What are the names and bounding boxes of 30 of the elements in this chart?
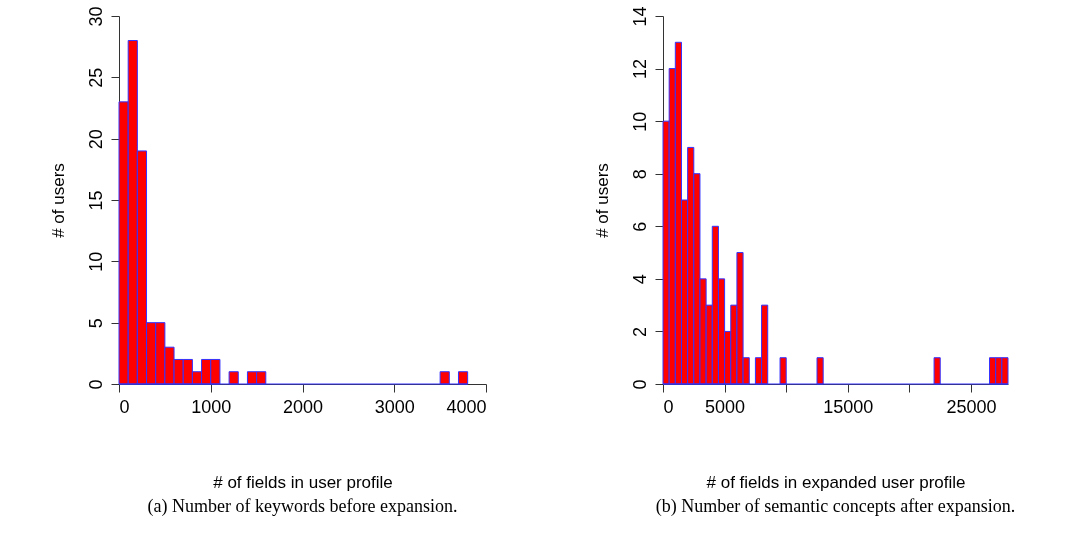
y-tick-label: 30 bbox=[85, 6, 106, 27]
x-tick-label: 4000 bbox=[446, 396, 487, 417]
y-tick-label: 14 bbox=[629, 6, 650, 27]
x-tick-label: 0 bbox=[119, 396, 130, 417]
y-tick-label: 10 bbox=[629, 111, 650, 132]
x-tick-label: 1000 bbox=[191, 396, 232, 417]
y-tick-label: 12 bbox=[629, 59, 650, 80]
text: (b) Number of semantic concepts after expansion. bbox=[655, 496, 1016, 517]
y-tick-label: 0 bbox=[85, 379, 106, 390]
y-tick-label: 20 bbox=[85, 129, 106, 150]
x-axis-title: # of fields in expanded user profile bbox=[706, 472, 966, 492]
y-tick-label: 4 bbox=[629, 274, 650, 285]
x-tick-label: 15000 bbox=[823, 396, 874, 417]
y-tick-label: 6 bbox=[629, 221, 650, 232]
x-axis-title: # of fields in user profile bbox=[213, 472, 393, 492]
y-tick-label: 8 bbox=[629, 169, 650, 180]
y-axis-title: # of users bbox=[592, 163, 612, 238]
x-tick-label: 0 bbox=[663, 396, 674, 417]
y-tick-label: 0 bbox=[629, 379, 650, 390]
y-tick-label: 5 bbox=[85, 318, 106, 329]
y-axis-title: # of users bbox=[48, 163, 68, 238]
x-tick-label: 25000 bbox=[946, 396, 997, 417]
text: (a) Number of keywords before expansion. bbox=[147, 496, 458, 517]
y-tick-label: 10 bbox=[85, 251, 106, 272]
y-tick-label: 2 bbox=[629, 326, 650, 337]
x-tick-label: 5000 bbox=[705, 396, 746, 417]
y-tick-label: 25 bbox=[85, 67, 106, 88]
y-tick-label: 15 bbox=[85, 190, 106, 211]
x-tick-label: 2000 bbox=[282, 396, 324, 417]
x-tick-label: 3000 bbox=[374, 396, 415, 417]
